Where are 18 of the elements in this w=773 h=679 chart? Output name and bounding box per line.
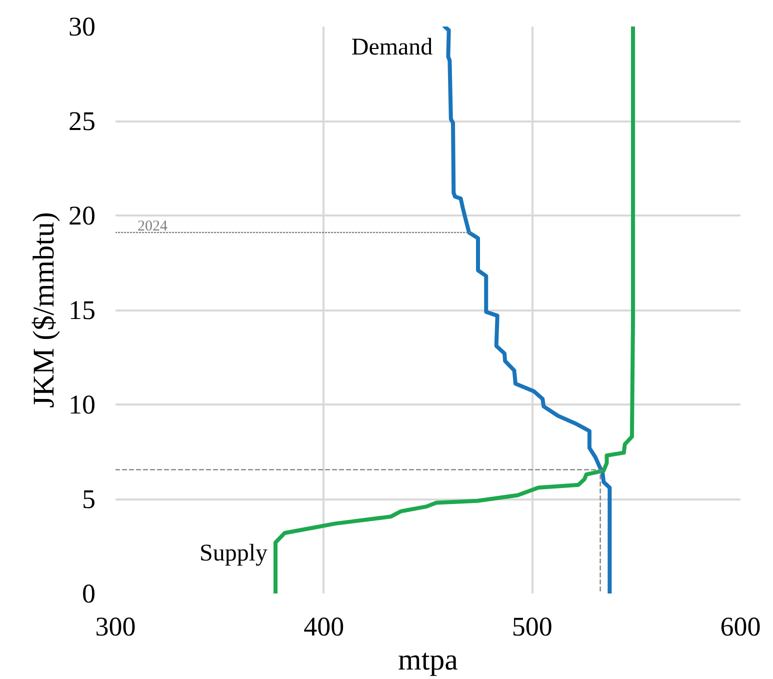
y-tick-label: 5 [82,484,96,514]
x-axis-title: mtpa [398,644,458,676]
line-series [274,26,635,594]
x-tick-label: 500 [512,612,552,642]
y-tick-label: 20 [68,200,96,230]
line-series [442,26,612,594]
series-label: 2024 [138,218,168,235]
y-tick-label: 15 [68,295,96,325]
y-tick-label: 25 [68,106,96,136]
series-label: Supply [199,540,268,566]
y-tick-label: 30 [68,12,96,42]
x-tick-label: 300 [95,612,136,642]
y-tick-label: 0 [82,578,96,608]
x-tick-label: 400 [304,612,344,642]
y-axis-title: JKM ($/mmbtu) [28,212,60,408]
y-tick-label: 10 [68,390,96,420]
series-label: Demand [351,34,433,60]
x-tick-label: 600 [720,612,761,642]
